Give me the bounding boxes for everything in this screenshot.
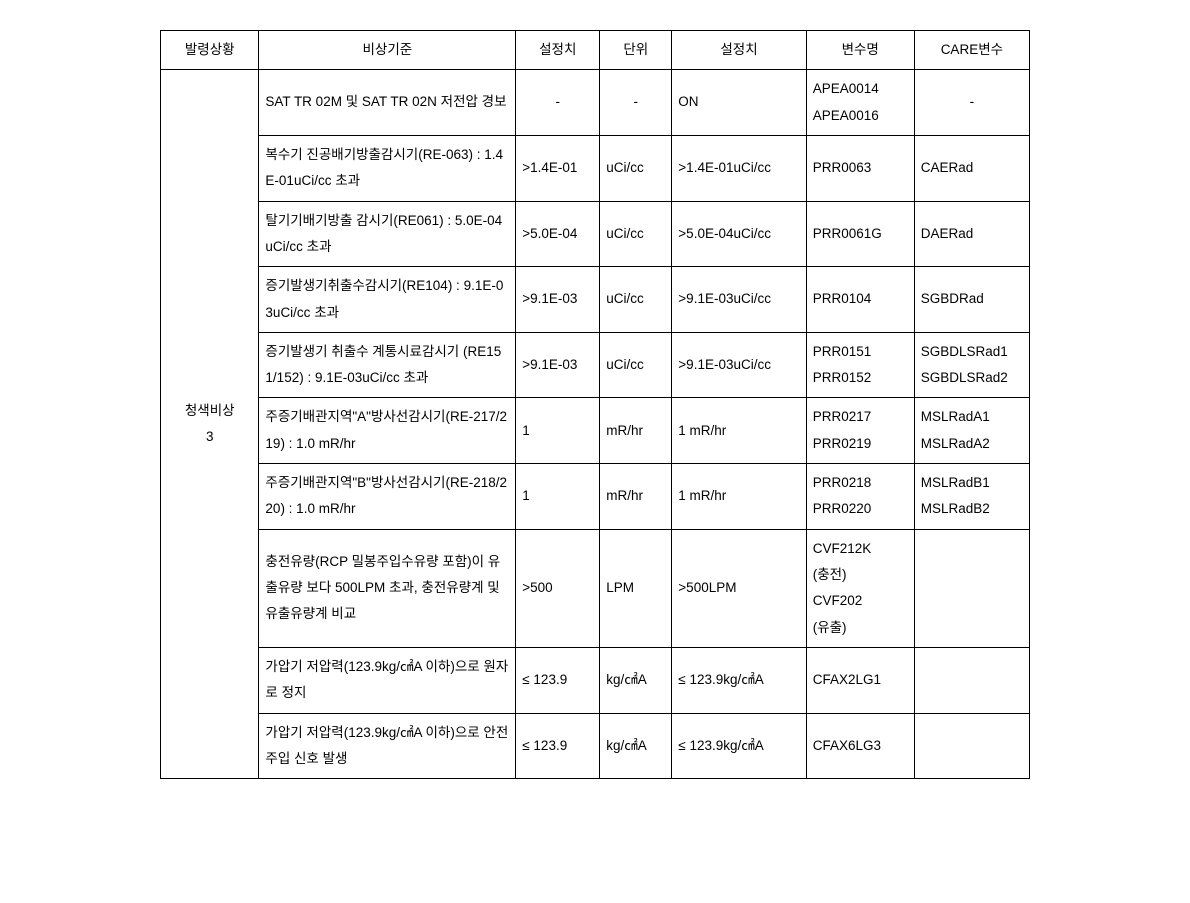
set1-cell: >5.0E-04	[516, 201, 600, 267]
set2-cell: 1 mR/hr	[672, 398, 806, 464]
var-cell: CVF212K(충전)CVF202(유출)	[806, 529, 914, 647]
set2-cell: >9.1E-03uCi/cc	[672, 267, 806, 333]
set2-cell: ≤ 123.9kg/㎠A	[672, 647, 806, 713]
care-cell: -	[914, 70, 1029, 136]
criteria-cell: 가압기 저압력(123.9kg/㎠A 이하)으로 원자로 정지	[259, 647, 516, 713]
header-status: 발령상황	[161, 31, 259, 70]
table-row: 청색비상3SAT TR 02M 및 SAT TR 02N 저전압 경보--ONA…	[161, 70, 1030, 136]
set2-cell: ON	[672, 70, 806, 136]
set1-cell: ≤ 123.9	[516, 713, 600, 779]
criteria-cell: 주증기배관지역"B"방사선감시기(RE-218/220) : 1.0 mR/hr	[259, 464, 516, 530]
set2-cell: >1.4E-01uCi/cc	[672, 135, 806, 201]
set1-cell: >1.4E-01	[516, 135, 600, 201]
table-header-row: 발령상황 비상기준 설정치 단위 설정치 변수명 CARE변수	[161, 31, 1030, 70]
header-set1: 설정치	[516, 31, 600, 70]
table-row: 주증기배관지역"A"방사선감시기(RE-217/219) : 1.0 mR/hr…	[161, 398, 1030, 464]
table-body: 청색비상3SAT TR 02M 및 SAT TR 02N 저전압 경보--ONA…	[161, 70, 1030, 779]
set2-cell: >9.1E-03uCi/cc	[672, 332, 806, 398]
care-cell	[914, 529, 1029, 647]
var-cell: PRR0063	[806, 135, 914, 201]
table-row: 가압기 저압력(123.9kg/㎠A 이하)으로 원자로 정지≤ 123.9kg…	[161, 647, 1030, 713]
care-cell	[914, 647, 1029, 713]
set1-cell: -	[516, 70, 600, 136]
criteria-cell: SAT TR 02M 및 SAT TR 02N 저전압 경보	[259, 70, 516, 136]
set2-cell: >500LPM	[672, 529, 806, 647]
criteria-cell: 탈기기배기방출 감시기(RE061) : 5.0E-04uCi/cc 초과	[259, 201, 516, 267]
criteria-cell: 주증기배관지역"A"방사선감시기(RE-217/219) : 1.0 mR/hr	[259, 398, 516, 464]
unit-cell: uCi/cc	[600, 135, 672, 201]
set2-cell: 1 mR/hr	[672, 464, 806, 530]
set2-cell: ≤ 123.9kg/㎠A	[672, 713, 806, 779]
set1-cell: >9.1E-03	[516, 332, 600, 398]
set1-cell: 1	[516, 398, 600, 464]
set2-cell: >5.0E-04uCi/cc	[672, 201, 806, 267]
header-unit: 단위	[600, 31, 672, 70]
unit-cell: uCi/cc	[600, 267, 672, 333]
care-cell: DAERad	[914, 201, 1029, 267]
status-cell: 청색비상3	[161, 70, 259, 779]
var-cell: PRR0061G	[806, 201, 914, 267]
table-row: 증기발생기취출수감시기(RE104) : 9.1E-03uCi/cc 초과>9.…	[161, 267, 1030, 333]
unit-cell: uCi/cc	[600, 201, 672, 267]
care-cell: SGBDRad	[914, 267, 1029, 333]
unit-cell: uCi/cc	[600, 332, 672, 398]
care-cell: MSLRadA1MSLRadA2	[914, 398, 1029, 464]
unit-cell: mR/hr	[600, 398, 672, 464]
header-var: 변수명	[806, 31, 914, 70]
var-cell: APEA0014APEA0016	[806, 70, 914, 136]
care-cell: SGBDLSRad1SGBDLSRad2	[914, 332, 1029, 398]
var-cell: PRR0151PRR0152	[806, 332, 914, 398]
table-row: 충전유량(RCP 밀봉주입수유량 포함)이 유출유량 보다 500LPM 초과,…	[161, 529, 1030, 647]
var-cell: CFAX2LG1	[806, 647, 914, 713]
unit-cell: kg/㎠A	[600, 713, 672, 779]
care-cell	[914, 713, 1029, 779]
unit-cell: mR/hr	[600, 464, 672, 530]
var-cell: CFAX6LG3	[806, 713, 914, 779]
header-care: CARE변수	[914, 31, 1029, 70]
table-row: 주증기배관지역"B"방사선감시기(RE-218/220) : 1.0 mR/hr…	[161, 464, 1030, 530]
table-row: 증기발생기 취출수 계통시료감시기 (RE151/152) : 9.1E-03u…	[161, 332, 1030, 398]
set1-cell: >500	[516, 529, 600, 647]
criteria-cell: 복수기 진공배기방출감시기(RE-063) : 1.4E-01uCi/cc 초과	[259, 135, 516, 201]
table-row: 탈기기배기방출 감시기(RE061) : 5.0E-04uCi/cc 초과>5.…	[161, 201, 1030, 267]
unit-cell: -	[600, 70, 672, 136]
table-container: 발령상황 비상기준 설정치 단위 설정치 변수명 CARE변수 청색비상3SAT…	[160, 30, 1030, 779]
unit-cell: kg/㎠A	[600, 647, 672, 713]
set1-cell: 1	[516, 464, 600, 530]
var-cell: PRR0217PRR0219	[806, 398, 914, 464]
var-cell: PRR0104	[806, 267, 914, 333]
unit-cell: LPM	[600, 529, 672, 647]
care-cell: CAERad	[914, 135, 1029, 201]
emergency-criteria-table: 발령상황 비상기준 설정치 단위 설정치 변수명 CARE변수 청색비상3SAT…	[160, 30, 1030, 779]
table-row: 복수기 진공배기방출감시기(RE-063) : 1.4E-01uCi/cc 초과…	[161, 135, 1030, 201]
criteria-cell: 증기발생기 취출수 계통시료감시기 (RE151/152) : 9.1E-03u…	[259, 332, 516, 398]
header-set2: 설정치	[672, 31, 806, 70]
criteria-cell: 증기발생기취출수감시기(RE104) : 9.1E-03uCi/cc 초과	[259, 267, 516, 333]
care-cell: MSLRadB1MSLRadB2	[914, 464, 1029, 530]
set1-cell: >9.1E-03	[516, 267, 600, 333]
header-criteria: 비상기준	[259, 31, 516, 70]
var-cell: PRR0218PRR0220	[806, 464, 914, 530]
criteria-cell: 가압기 저압력(123.9kg/㎠A 이하)으로 안전주입 신호 발생	[259, 713, 516, 779]
table-row: 가압기 저압력(123.9kg/㎠A 이하)으로 안전주입 신호 발생≤ 123…	[161, 713, 1030, 779]
set1-cell: ≤ 123.9	[516, 647, 600, 713]
criteria-cell: 충전유량(RCP 밀봉주입수유량 포함)이 유출유량 보다 500LPM 초과,…	[259, 529, 516, 647]
